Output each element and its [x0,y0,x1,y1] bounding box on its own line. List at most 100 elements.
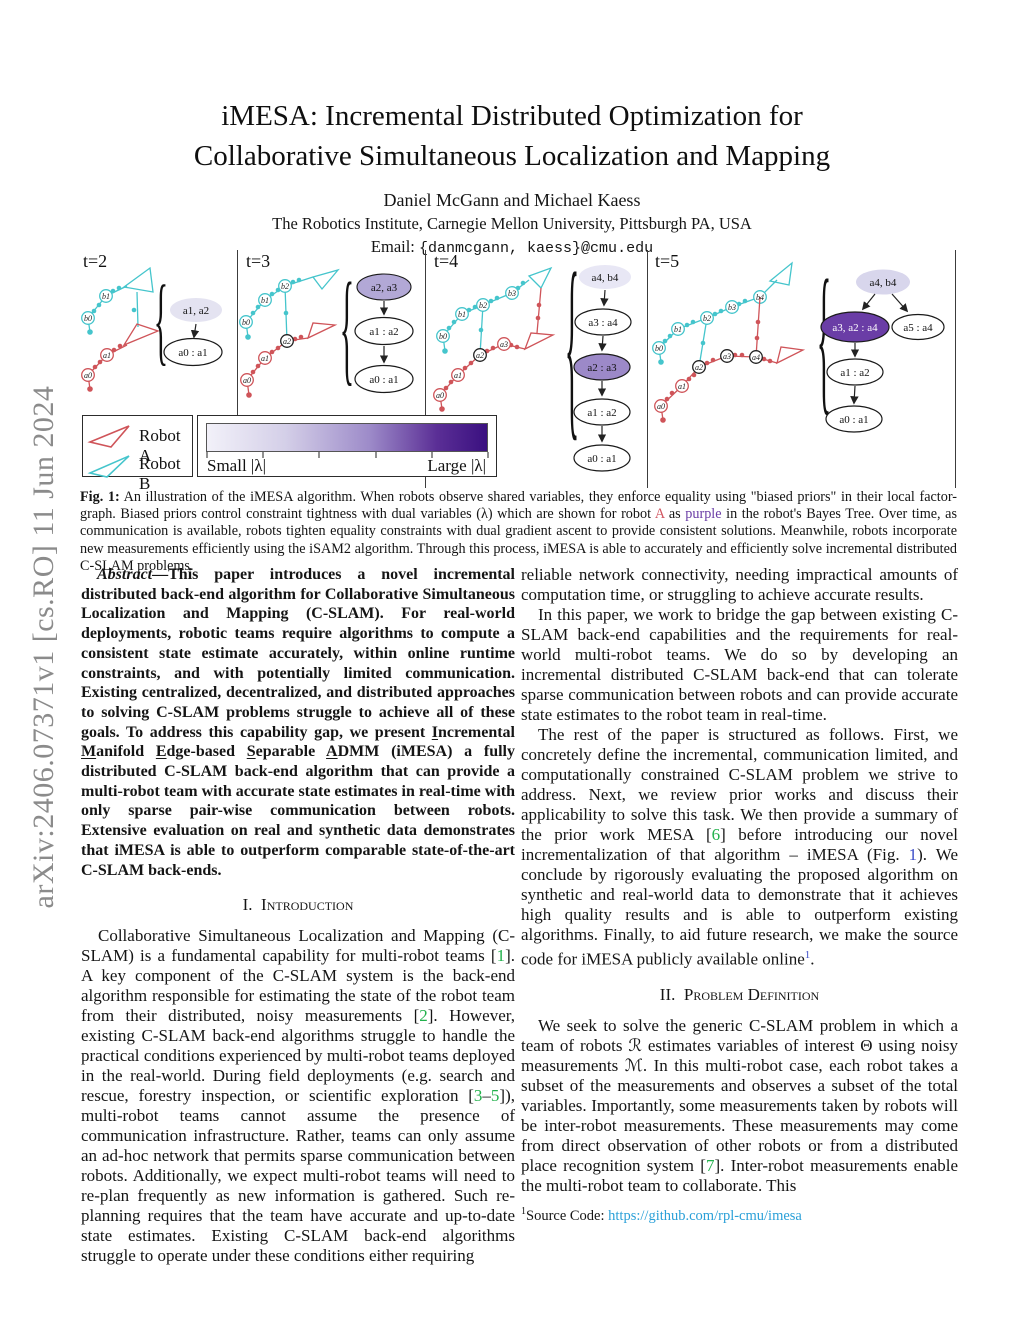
brace-icon: { [340,256,354,396]
section-heading-problem-definition: II. Problem Definition [659,984,820,1004]
svg-text:{: { [817,246,831,430]
paper-header: iMESA: Incremental Distributed Optimizat… [0,96,1024,257]
caption-text: An illustration of the iMESA algorithm. … [80,489,957,523]
tree-node-label: a0 : a1 [587,453,616,465]
pose-label-a0: a0 [436,391,444,400]
panel-divider [647,250,648,488]
tree-node-label: a3, a2 : a4 [832,322,878,334]
citation-6[interactable]: 6 [711,825,721,844]
pose-label-b1: b1 [102,292,110,301]
panel-divider [425,250,426,488]
colorbar-large-label: Large |λ| [427,456,486,475]
caption-robot-a-ref: A [654,506,665,523]
arxiv-watermark: arXiv:2406.07371v1 [cs.RO] 11 Jun 2024 [27,385,60,909]
tree-node-label: a3 : a4 [588,317,618,329]
left-column: Abstract—This paper introduces a novel i… [81,565,515,1266]
citation-5[interactable]: 5 [490,1086,500,1106]
tree-node [856,269,910,295]
brace-icon: { [154,265,168,375]
pose-label-a0: a0 [243,376,251,385]
pose-label-a0: a0 [657,402,665,411]
tree-node-label: a0 : a1 [369,374,398,386]
caption-purple-word: purple [685,506,722,523]
email-label: Email: [370,237,415,256]
pose-label-b1: b1 [458,310,466,319]
tree-node [170,298,222,322]
pose-label-b1: b1 [261,296,269,305]
tree-node [356,273,412,301]
pose-label-a1: a1 [103,351,111,360]
pose-label-b0: b0 [655,344,663,353]
paragraph-continuation: reliable network connectivity, needing i… [521,565,958,604]
citation-7[interactable]: 7 [705,1155,715,1175]
email-value: {danmcgann, kaess}@cmu.edu [419,240,654,257]
bayes-tree-t4: a4, b4 a3 : a4 a2 : a3 a1 : a2 a0 : a1 [573,265,632,472]
colorbar-small-label: Small |λ| [207,456,266,475]
robot-b-trajectory [239,268,340,342]
pose-label-b3: b3 [728,303,736,312]
svg-text:{: { [340,256,354,396]
footnote-marker-ref[interactable]: 1 [804,949,811,961]
tree-node [574,308,632,336]
panel-t3-label: t=3 [246,251,270,271]
robot-a-trajectory [240,322,338,398]
pose-label-b1: b1 [674,325,682,334]
pose-label-a1: a1 [261,354,269,363]
paragraph-bridge-gap: In this paper, we work to bridge the gap… [521,605,958,724]
pose-label-a2: a2 [695,363,703,372]
robot-b-trajectory [81,266,154,335]
figure-1-ref[interactable]: 1 [908,845,918,864]
svg-text:{: { [565,231,579,458]
tree-node [354,364,414,394]
citation-2[interactable]: 2 [419,1006,428,1026]
tree-node [163,337,223,367]
tree-node [354,316,414,346]
panel-t4-label: t=4 [434,251,458,271]
pose-label-a4: a4 [752,353,760,362]
tree-node-label: a2 : a3 [587,362,617,374]
tree-node-label: a1 : a2 [587,407,616,419]
panel-t2: t=2 b0 b1 a0 a1 { a1, a2 [81,251,223,392]
paragraph-problem-definition: We seek to solve the generic C-SLAM prob… [521,1015,959,1195]
tree-node-label: a0 : a1 [839,414,868,426]
panel-divider [237,250,238,415]
pose-label-a2: a2 [476,351,484,360]
panel-t5-label: t=5 [655,251,679,271]
pose-label-a1: a1 [454,371,462,380]
pose-label-b0: b0 [242,318,250,327]
colorbar-gradient [206,423,488,452]
pose-label-a2: a2 [283,337,291,346]
citation-3[interactable]: 3 [473,1086,483,1106]
tree-node-label: a0 : a1 [178,347,207,359]
pose-label-b4: b4 [756,293,764,302]
bayes-tree-t3: a2, a3 a1 : a2 a0 : a1 [354,273,414,394]
pose-label-a0: a0 [84,371,92,380]
tree-node [573,353,631,381]
pose-label-b3: b3 [508,289,516,298]
paper-authors: Daniel McGann and Michael Kaess [383,190,641,210]
tree-node-label: a4, b4 [592,272,619,284]
citation-1[interactable]: 1 [496,946,506,966]
robot-a-trajectory [81,323,160,392]
footnote-marker: 1 [521,1205,526,1217]
figure-1: t=2 b0 b1 a0 a1 { a1, a2 [80,231,957,493]
pose-labels: b0 b1 b2 a0 a1 a2 [242,282,291,385]
pose-labels: b0 b1 a0 a1 [84,292,111,380]
paper-email-line: Email: {danmcgann, kaess}@cmu.edu [0,237,1024,257]
right-column: reliable network connectivity, needing i… [521,565,958,1224]
footnote-label: Source Code: [526,1207,609,1224]
colorbar-ticks [206,452,489,458]
source-code-link[interactable]: https://github.com/rpl-cmu/imesa [608,1207,802,1224]
intro-paragraph-1: Collaborative Simultaneous Localization … [81,926,515,1266]
panel-t3: t=3 b0 b1 b2 a0 [239,251,414,398]
tree-node [825,405,883,433]
bayes-tree-t2: a1, a2 a0 : a1 [163,298,223,367]
brace-icon: { [817,246,831,430]
panel-divider [955,250,956,488]
tree-node [891,313,945,341]
figure-legend: Robot A Robot B [82,415,193,493]
legend-robot-a-label: Robot A [139,426,181,465]
legend-robot-b-label: Robot B [139,454,181,493]
caption-tag: Fig. 1: [80,489,120,505]
tree-node [579,265,631,289]
